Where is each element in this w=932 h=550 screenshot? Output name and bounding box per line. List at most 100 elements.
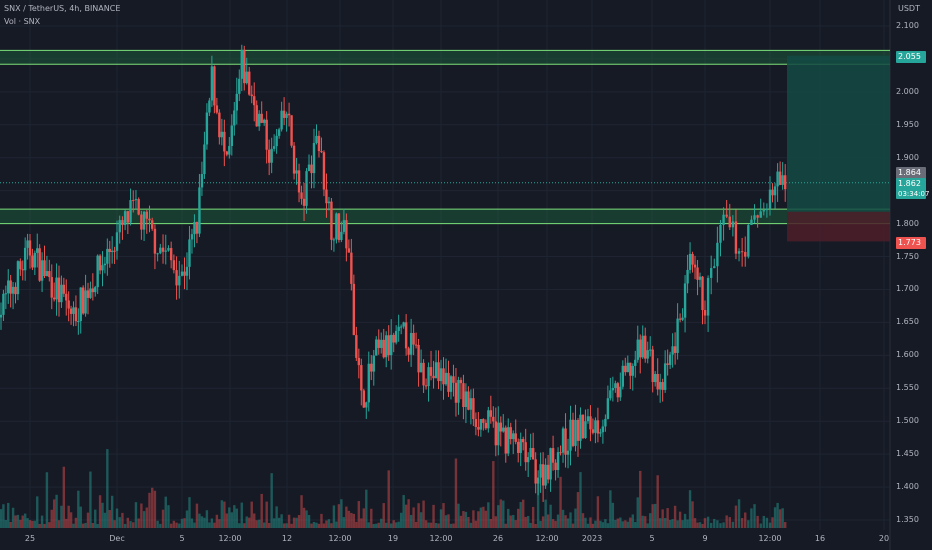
position-stop-area	[787, 211, 890, 242]
volume-bar	[238, 523, 241, 528]
volume-bar	[439, 509, 443, 528]
volume-bar	[753, 504, 756, 528]
candle-body	[86, 290, 90, 298]
candle-body	[342, 220, 346, 232]
volume-bar	[499, 499, 502, 528]
volume-bar	[285, 523, 288, 528]
candle-body	[198, 187, 201, 234]
volume-bar	[277, 517, 281, 528]
volume-bar	[487, 502, 490, 528]
high-price-tag: 1.864	[896, 167, 926, 179]
volume-bar	[262, 522, 266, 528]
candle-body	[412, 332, 415, 345]
candle-body	[402, 322, 405, 327]
candle-body	[709, 268, 713, 278]
candle-body	[434, 362, 438, 379]
volume-bar	[248, 517, 251, 528]
candle-body	[337, 213, 341, 241]
volume-bar	[110, 495, 114, 528]
volume-bar	[651, 504, 654, 528]
candle-body	[556, 452, 560, 471]
candle-body	[335, 213, 338, 240]
candle-body	[67, 300, 70, 309]
candle-body	[399, 326, 403, 328]
volume-bar	[492, 461, 495, 528]
volume-bar	[188, 497, 191, 528]
volume-bar	[512, 514, 515, 528]
candle-body	[317, 135, 321, 152]
candle-body	[355, 335, 358, 358]
candle-body	[310, 164, 313, 174]
volume-bar	[121, 512, 124, 528]
volume-bar	[579, 472, 582, 528]
volume-bar	[646, 523, 649, 528]
candle-body	[404, 322, 408, 349]
volume-bar	[228, 507, 231, 528]
candle-body	[407, 348, 410, 355]
candle-body	[549, 448, 552, 480]
volume-bar	[180, 518, 184, 528]
volume-bar	[576, 492, 580, 528]
candle-body	[698, 276, 702, 280]
volume-bar	[159, 523, 162, 528]
volume-bar	[507, 508, 510, 528]
candle-body	[200, 174, 204, 188]
support-resistance-zone	[0, 209, 890, 224]
volume-bar	[649, 513, 652, 528]
candle-body	[706, 277, 710, 316]
candle-body	[479, 419, 483, 430]
candle-body	[765, 208, 769, 211]
volume-bar	[327, 519, 331, 528]
volume-bar	[678, 511, 682, 528]
candle-body	[467, 391, 470, 410]
volume-bar	[586, 523, 590, 528]
candle-body	[180, 271, 184, 276]
volume-bar	[584, 517, 587, 528]
volume-bar	[452, 523, 455, 528]
candle-body	[0, 314, 3, 318]
candle-body	[129, 200, 132, 223]
y-tick-label: 1.350	[896, 515, 919, 524]
candle-body	[235, 93, 238, 111]
volume-bar	[661, 509, 664, 528]
volume-bar	[502, 500, 505, 528]
volume-bar	[255, 520, 258, 528]
volume-bar	[50, 509, 53, 528]
volume-bar	[564, 515, 567, 528]
candle-body	[14, 286, 17, 295]
candle-body	[539, 464, 542, 478]
volume-bar	[23, 513, 27, 528]
candle-body	[84, 290, 87, 314]
volume-bar	[190, 518, 194, 528]
candle-body	[459, 379, 463, 384]
volume-bar	[784, 522, 787, 528]
candle-body	[517, 441, 520, 453]
volume-bar	[185, 510, 189, 528]
candle-body	[688, 253, 692, 270]
candle-body	[285, 113, 288, 118]
volume-bar	[773, 507, 777, 528]
volume-bar	[457, 503, 460, 528]
volume-bar	[36, 496, 39, 528]
candle-body	[564, 428, 567, 455]
candle-body	[544, 464, 547, 486]
volume-bar	[307, 514, 311, 528]
candle-body	[531, 447, 535, 460]
candle-body	[255, 105, 258, 127]
x-tick-label: Dec	[109, 534, 125, 543]
candle-body	[683, 283, 687, 318]
candle-body	[624, 365, 627, 373]
y-tick-label: 1.500	[896, 416, 919, 426]
candle-body	[258, 113, 261, 127]
x-tick-label: 12:00	[535, 534, 559, 543]
candle-body	[656, 373, 659, 390]
candle-body	[203, 144, 206, 175]
volume-bar	[167, 505, 170, 528]
candle-body	[639, 339, 642, 358]
candle-body	[728, 216, 731, 228]
candle-body	[693, 264, 697, 268]
candle-body	[512, 433, 515, 440]
volume-bar	[725, 515, 728, 528]
volume-bar	[253, 513, 256, 528]
